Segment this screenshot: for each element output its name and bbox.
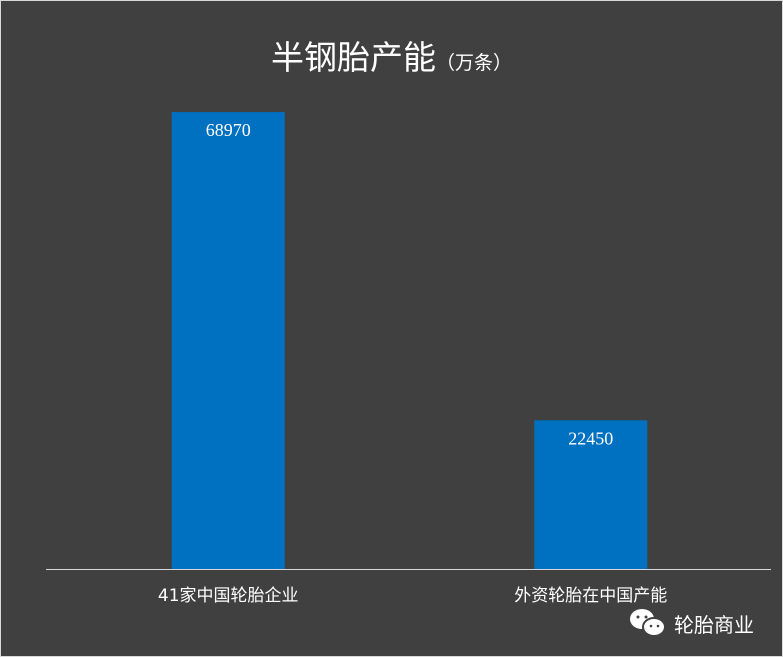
category-label: 41家中国轮胎企业 [158,586,299,606]
watermark: 轮胎商业 [628,607,754,639]
category-label: 外资轮胎在中国产能 [514,586,667,606]
bar [171,112,285,569]
data-label: 68970 [206,120,251,140]
title-unit: （万条） [435,52,512,74]
chart-title: 半钢胎产能（万条） [1,31,782,79]
data-label: 22450 [568,428,613,448]
watermark-text: 轮胎商业 [674,612,754,637]
bar [534,420,648,569]
wechat-icon [630,609,666,637]
title-text: 半钢胎产能 [270,38,436,77]
